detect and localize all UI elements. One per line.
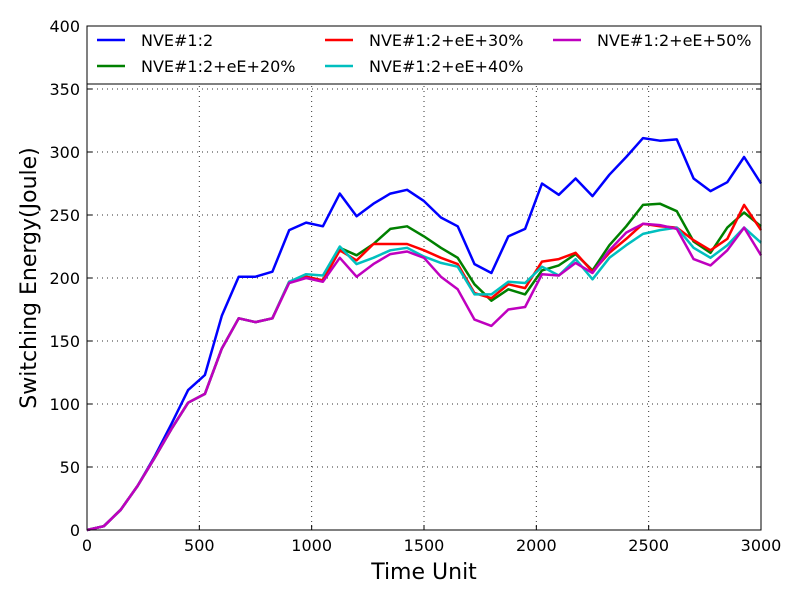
series-line-4 <box>86 226 762 532</box>
x-tick-label: 500 <box>184 536 215 555</box>
x-tick-label: 2000 <box>516 536 557 555</box>
legend-label: NVE#1:2 <box>141 31 213 50</box>
x-tick-label: 2500 <box>628 536 669 555</box>
x-axis-title: Time Unit <box>370 560 477 585</box>
y-tick-label: 100 <box>49 395 80 414</box>
y-axis-title: Switching Energy(Joule) <box>17 147 42 408</box>
y-tick-label: 0 <box>70 521 80 540</box>
series-line-1 <box>86 136 763 532</box>
x-tick-label: 0 <box>82 536 92 555</box>
legend-label: NVE#1:2+eE+30% <box>369 31 524 50</box>
series-lines <box>86 136 763 532</box>
y-tick-label: 50 <box>60 458 80 477</box>
y-tick-label: 300 <box>49 143 80 162</box>
axis-ticks: 0 500 1000 1500 2000 2500 3000 0 50 100 150 200 250 3… <box>49 17 781 555</box>
y-tick-label: 400 <box>49 17 80 36</box>
series-line-5 <box>86 222 763 532</box>
y-tick-label: 200 <box>49 269 80 288</box>
legend-label: NVE#1:2+eE+40% <box>369 57 524 76</box>
legend-label: NVE#1:2+eE+20% <box>141 57 296 76</box>
y-tick-label: 250 <box>49 206 80 225</box>
x-tick-label: 3000 <box>741 536 782 555</box>
grid <box>87 26 761 530</box>
x-tick-label: 1500 <box>404 536 445 555</box>
legend-box <box>86 25 762 85</box>
y-tick-label: 150 <box>49 332 80 351</box>
x-tick-label: 1000 <box>291 536 332 555</box>
y-tick-label: 350 <box>49 80 80 99</box>
legend-label: NVE#1:2+eE+50% <box>597 31 752 50</box>
legend: NVE#1:2 NVE#1:2+eE+20% NVE#1:2+eE+30% NVE#1… <box>86 25 762 85</box>
